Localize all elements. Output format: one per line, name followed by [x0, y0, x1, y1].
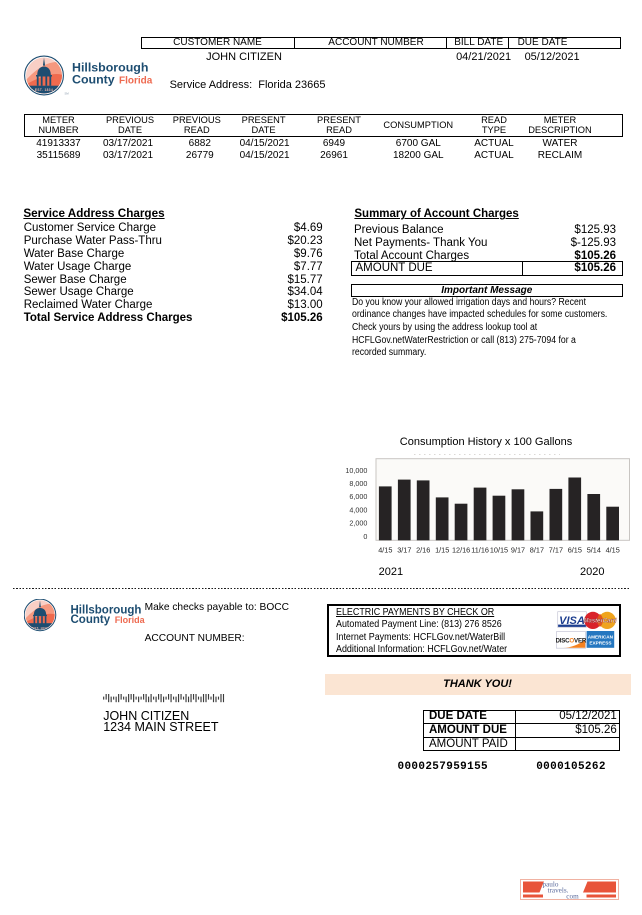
svg-text:DISCOVER: DISCOVER [556, 637, 587, 644]
svg-text:SM: SM [65, 92, 70, 96]
svg-text:paulo: paulo [543, 880, 559, 888]
svg-text:11/16: 11/16 [471, 546, 489, 555]
svg-text:Florida: Florida [115, 615, 146, 625]
svg-text:0: 0 [363, 532, 367, 541]
svg-text:Hillsborough: Hillsborough [71, 604, 142, 616]
svg-text:2,000: 2,000 [349, 519, 367, 528]
svg-text:8,000: 8,000 [349, 479, 367, 488]
svg-text:2/16: 2/16 [416, 546, 430, 555]
svg-text:AMERICAN: AMERICAN [587, 634, 613, 639]
svg-text:2021: 2021 [379, 566, 403, 578]
svg-text:10/15: 10/15 [490, 546, 508, 555]
svg-text:Florida: Florida [119, 75, 153, 86]
svg-text:travels.: travels. [548, 886, 569, 894]
svg-text:6,000: 6,000 [349, 492, 367, 501]
svg-text:EST. 1834: EST. 1834 [32, 626, 48, 630]
svg-text:8/17: 8/17 [530, 546, 544, 555]
svg-text:12/16: 12/16 [452, 546, 470, 555]
svg-text:5/14: 5/14 [587, 546, 601, 555]
svg-text:EST. 1834: EST. 1834 [35, 88, 53, 92]
svg-text:4,000: 4,000 [349, 505, 367, 514]
svg-text:Hillsborough: Hillsborough [72, 60, 148, 74]
svg-text:6/15: 6/15 [568, 546, 582, 555]
svg-text:County: County [72, 72, 115, 86]
svg-text:com: com [566, 892, 579, 899]
svg-text:3/17: 3/17 [397, 546, 411, 555]
svg-text:7/17: 7/17 [549, 546, 563, 555]
svg-text:VISA: VISA [559, 614, 585, 626]
svg-text:4/15: 4/15 [606, 546, 620, 555]
svg-text:9/17: 9/17 [511, 546, 525, 555]
svg-text:County: County [71, 614, 111, 626]
svg-text:10,000: 10,000 [345, 466, 367, 475]
svg-text:4/15: 4/15 [378, 546, 392, 555]
svg-text:1/15: 1/15 [435, 546, 449, 555]
svg-text:MasterCard: MasterCard [583, 618, 616, 624]
svg-text:EXPRESS: EXPRESS [589, 640, 611, 645]
svg-text:2020: 2020 [580, 566, 604, 578]
